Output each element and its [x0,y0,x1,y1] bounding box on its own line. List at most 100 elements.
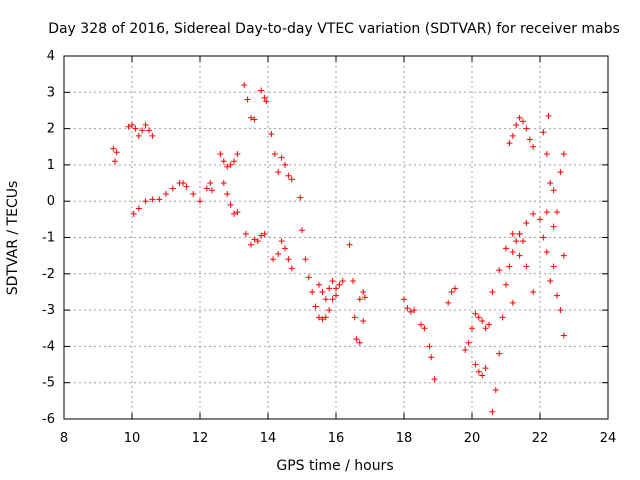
data-point [560,151,567,158]
chart-title: Day 328 of 2016, Sidereal Day-to-day VTE… [48,21,620,37]
data-point [220,180,227,187]
series-segment-16 [401,296,418,315]
data-point [499,314,506,321]
data-point [316,314,322,321]
data-point [271,151,278,158]
data-point [496,267,503,274]
data-point [523,125,530,132]
data-point [557,307,564,314]
data-point [547,278,554,285]
data-point [224,190,231,197]
data-point [503,245,509,252]
data-point [326,285,333,292]
data-point [547,180,554,187]
series-segment-4 [203,180,215,194]
data-point [220,158,227,165]
data-point [275,250,282,257]
data-point [557,169,564,176]
series-segment-14 [346,241,367,346]
data-point [530,288,537,295]
data-point [465,339,472,346]
data-point [361,294,368,301]
data-point [509,299,516,306]
x-tick-label: 18 [396,431,413,446]
data-point [282,245,288,252]
data-point [448,288,455,295]
data-point [319,316,326,323]
data-point [319,288,326,295]
data-point [139,127,146,134]
data-point [336,281,343,288]
data-point [479,317,486,324]
data-point [550,263,557,270]
data-point [509,230,516,237]
data-point [129,121,135,128]
x-axis-label: GPS time / hours [276,458,393,474]
data-point [472,310,479,317]
data-point [530,210,537,217]
data-point [509,249,516,256]
data-point [322,314,329,321]
data-point [231,158,237,165]
y-tick-label: 1 [47,158,55,173]
data-point [543,209,550,216]
data-point [309,288,316,295]
data-points [110,82,567,415]
series-segment-23 [489,230,537,295]
data-point [520,238,526,245]
data-point [142,121,149,128]
data-point [241,82,248,89]
data-point [530,143,537,150]
data-point [112,158,118,165]
series-segment-24 [509,151,567,306]
x-tick-label: 24 [600,431,617,446]
data-point [353,336,360,343]
data-point [472,361,479,368]
data-point [268,131,275,138]
data-point [411,307,418,314]
data-point [540,234,547,241]
data-point [297,194,304,201]
data-point [329,278,336,285]
data-point [503,281,509,288]
data-point [248,114,254,121]
series-segment-20 [462,310,492,354]
data-point [407,308,414,315]
data-point [234,151,241,158]
data-point [469,325,475,332]
data-point [261,94,268,101]
data-point [251,116,258,123]
series-segment-1 [110,145,120,165]
y-tick-label: -4 [42,339,55,354]
data-point [207,180,214,187]
data-point [356,296,363,303]
data-point [489,288,496,295]
x-tick-label: 12 [192,431,209,446]
data-point [149,132,156,139]
data-point [346,241,353,248]
data-point [132,125,139,132]
x-tick-label: 16 [328,431,345,446]
data-point [550,187,557,194]
data-point [351,314,358,321]
series-segment-8 [242,230,268,248]
y-tick-label: -1 [42,231,55,246]
data-point [302,256,309,263]
data-point [475,368,482,375]
data-point [305,274,312,281]
data-point [537,216,543,223]
x-axis: 8 10 12 14 16 18 20 22 24 [60,56,616,446]
data-point [560,332,567,339]
data-point [540,129,547,136]
data-point [217,151,224,158]
series-segment-6 [220,180,241,217]
data-point [554,209,560,216]
data-point [288,176,295,183]
data-point [462,347,469,354]
y-axis-label: SDTVAR / TECUs [5,181,21,296]
data-point [231,210,237,217]
data-point [183,183,190,190]
y-tick-label: -3 [42,303,55,318]
data-point [254,238,261,245]
